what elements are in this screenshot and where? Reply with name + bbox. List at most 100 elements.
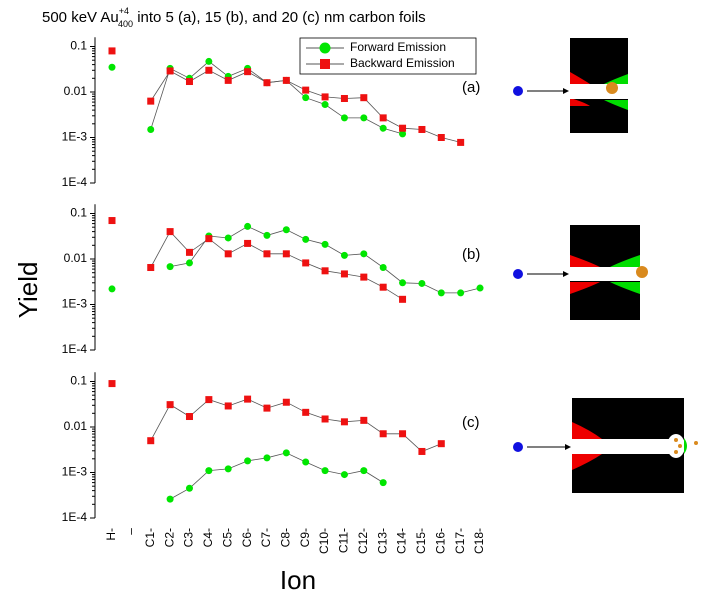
data-point: [418, 447, 426, 455]
x-tick-label: C6-: [240, 528, 254, 547]
y-tick-label: 0.01: [64, 251, 88, 265]
data-point: [185, 484, 193, 492]
data-point: [185, 78, 193, 86]
legend-label: Backward Emission: [350, 56, 455, 70]
x-tick-label: C8-: [279, 528, 293, 547]
data-point: [340, 114, 348, 122]
data-point: [282, 226, 290, 234]
diagram-a: [513, 38, 628, 133]
data-point: [360, 416, 368, 424]
x-tick-label: C15-: [414, 528, 428, 554]
x-tick-label: C2-: [162, 528, 176, 547]
data-point: [399, 124, 407, 132]
data-point: [302, 408, 310, 416]
x-tick-label: C9-: [298, 528, 312, 547]
data-point: [302, 86, 310, 94]
data-point: [418, 279, 426, 287]
diagram-c: [513, 398, 698, 493]
data-point: [147, 264, 155, 272]
title-text: into 5 (a), 15 (b), and 20 (c) nm carbon…: [133, 9, 426, 26]
data-point: [108, 380, 116, 388]
data-point: [437, 440, 445, 448]
series-line: [170, 225, 481, 294]
x-tick-label: C14-: [395, 528, 409, 554]
title-superscript: +4: [119, 6, 129, 16]
x-tick-label: H-: [104, 528, 118, 541]
data-point: [282, 449, 290, 457]
panel-label: (b): [462, 246, 480, 263]
data-point: [282, 250, 290, 258]
x-tick-label: C11-: [337, 528, 351, 553]
y-axis-label: Yield: [13, 262, 43, 319]
data-point: [244, 222, 252, 230]
data-point: [282, 398, 290, 406]
data-point: [321, 101, 329, 109]
y-tick-label: 0.01: [64, 419, 88, 433]
data-point: [340, 251, 348, 259]
data-point: [108, 47, 116, 55]
x-tick-label: C3-: [182, 528, 196, 547]
legend-label: Forward Emission: [350, 40, 446, 54]
x-tick-label: C5-: [220, 528, 234, 547]
data-point: [108, 63, 116, 71]
data-point: [263, 454, 271, 462]
data-point: [263, 231, 271, 239]
data-point: [147, 97, 155, 105]
y-tick-label: 1E-3: [62, 465, 88, 479]
data-point: [205, 396, 213, 404]
data-point: [205, 467, 213, 475]
series-line: [150, 398, 442, 452]
data-point: [224, 402, 232, 410]
x-tick-label: C18-: [472, 528, 486, 554]
data-point: [476, 284, 484, 292]
panel-label: (c): [462, 414, 480, 431]
data-point: [340, 94, 348, 102]
data-point: [263, 404, 271, 412]
data-point: [321, 415, 329, 423]
series-line: [150, 69, 461, 143]
x-tick-label: C12-: [356, 528, 370, 554]
x-tick-label: C13-: [375, 528, 389, 554]
data-point: [205, 235, 213, 243]
panel-label: (a): [462, 79, 480, 96]
data-point: [282, 76, 290, 84]
data-point: [147, 125, 155, 133]
data-point: [399, 295, 407, 303]
data-point: [224, 465, 232, 473]
data-point: [457, 289, 465, 297]
data-point: [185, 248, 193, 256]
data-point: [340, 270, 348, 278]
data-point: [263, 250, 271, 258]
x-tick-label: C16-: [433, 528, 447, 554]
data-point: [379, 124, 387, 132]
data-point: [340, 418, 348, 426]
y-tick-label: 1E-3: [62, 297, 88, 311]
data-point: [321, 240, 329, 248]
data-point: [166, 401, 174, 409]
chart-title: 500 keV Au+4 400 into 5 (a), 15 (b), and …: [42, 6, 426, 29]
data-point: [263, 79, 271, 87]
data-point: [185, 413, 193, 421]
data-point: [321, 467, 329, 475]
legend-marker: [320, 59, 330, 69]
data-point: [321, 93, 329, 101]
y-tick-label: 1E-3: [62, 130, 88, 144]
data-point: [302, 259, 310, 267]
data-point: [340, 471, 348, 479]
title-subscript: 400: [118, 19, 133, 29]
y-tick-label: 0.1: [70, 39, 87, 53]
data-point: [205, 66, 213, 74]
data-point: [205, 57, 213, 65]
data-point: [108, 285, 116, 293]
data-point: [244, 68, 252, 76]
y-tick-label: 0.01: [64, 84, 88, 98]
diagram-b: [513, 225, 648, 320]
data-point: [321, 267, 329, 275]
data-point: [244, 395, 252, 403]
data-point: [166, 495, 174, 503]
data-point: [360, 467, 368, 475]
data-point: [437, 289, 445, 297]
data-point: [399, 430, 407, 438]
data-point: [457, 138, 465, 146]
